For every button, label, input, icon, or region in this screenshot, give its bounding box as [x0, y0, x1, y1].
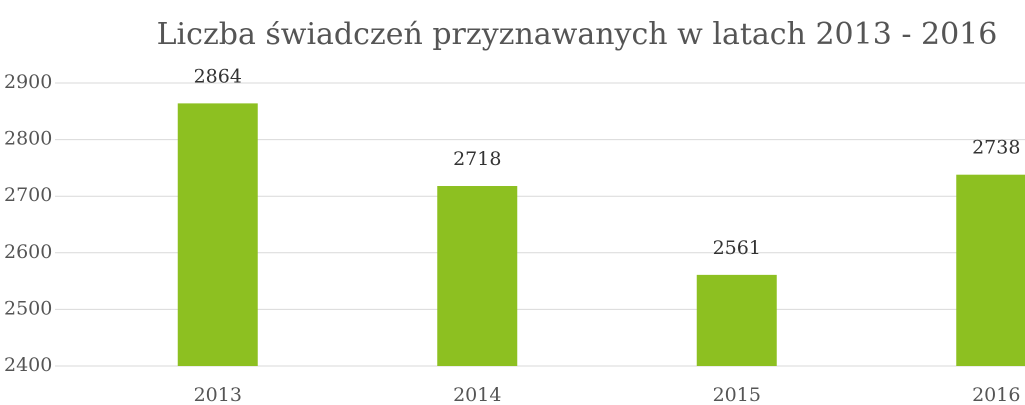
y-tick-label: 2500	[4, 297, 52, 319]
y-tick-label: 2800	[4, 128, 52, 150]
y-tick-label: 2900	[4, 71, 52, 93]
x-tick-label: 2015	[713, 384, 761, 405]
bar	[696, 274, 777, 366]
y-tick-label: 2600	[4, 241, 52, 263]
x-tick-label: 2013	[194, 384, 242, 405]
x-tick-label: 2016	[972, 384, 1020, 405]
bar	[956, 174, 1025, 366]
bar	[437, 186, 518, 366]
bar	[177, 103, 258, 366]
x-tick-label: 2014	[453, 384, 501, 405]
value-label: 2561	[713, 237, 761, 259]
y-tick-label: 2700	[4, 184, 52, 206]
chart-title: Liczba świadczeń przyznawanych w latach …	[157, 17, 998, 52]
value-label: 2718	[453, 148, 501, 170]
y-tick-label: 2400	[4, 354, 52, 376]
value-label: 2864	[194, 65, 242, 87]
value-label: 2738	[972, 137, 1020, 159]
